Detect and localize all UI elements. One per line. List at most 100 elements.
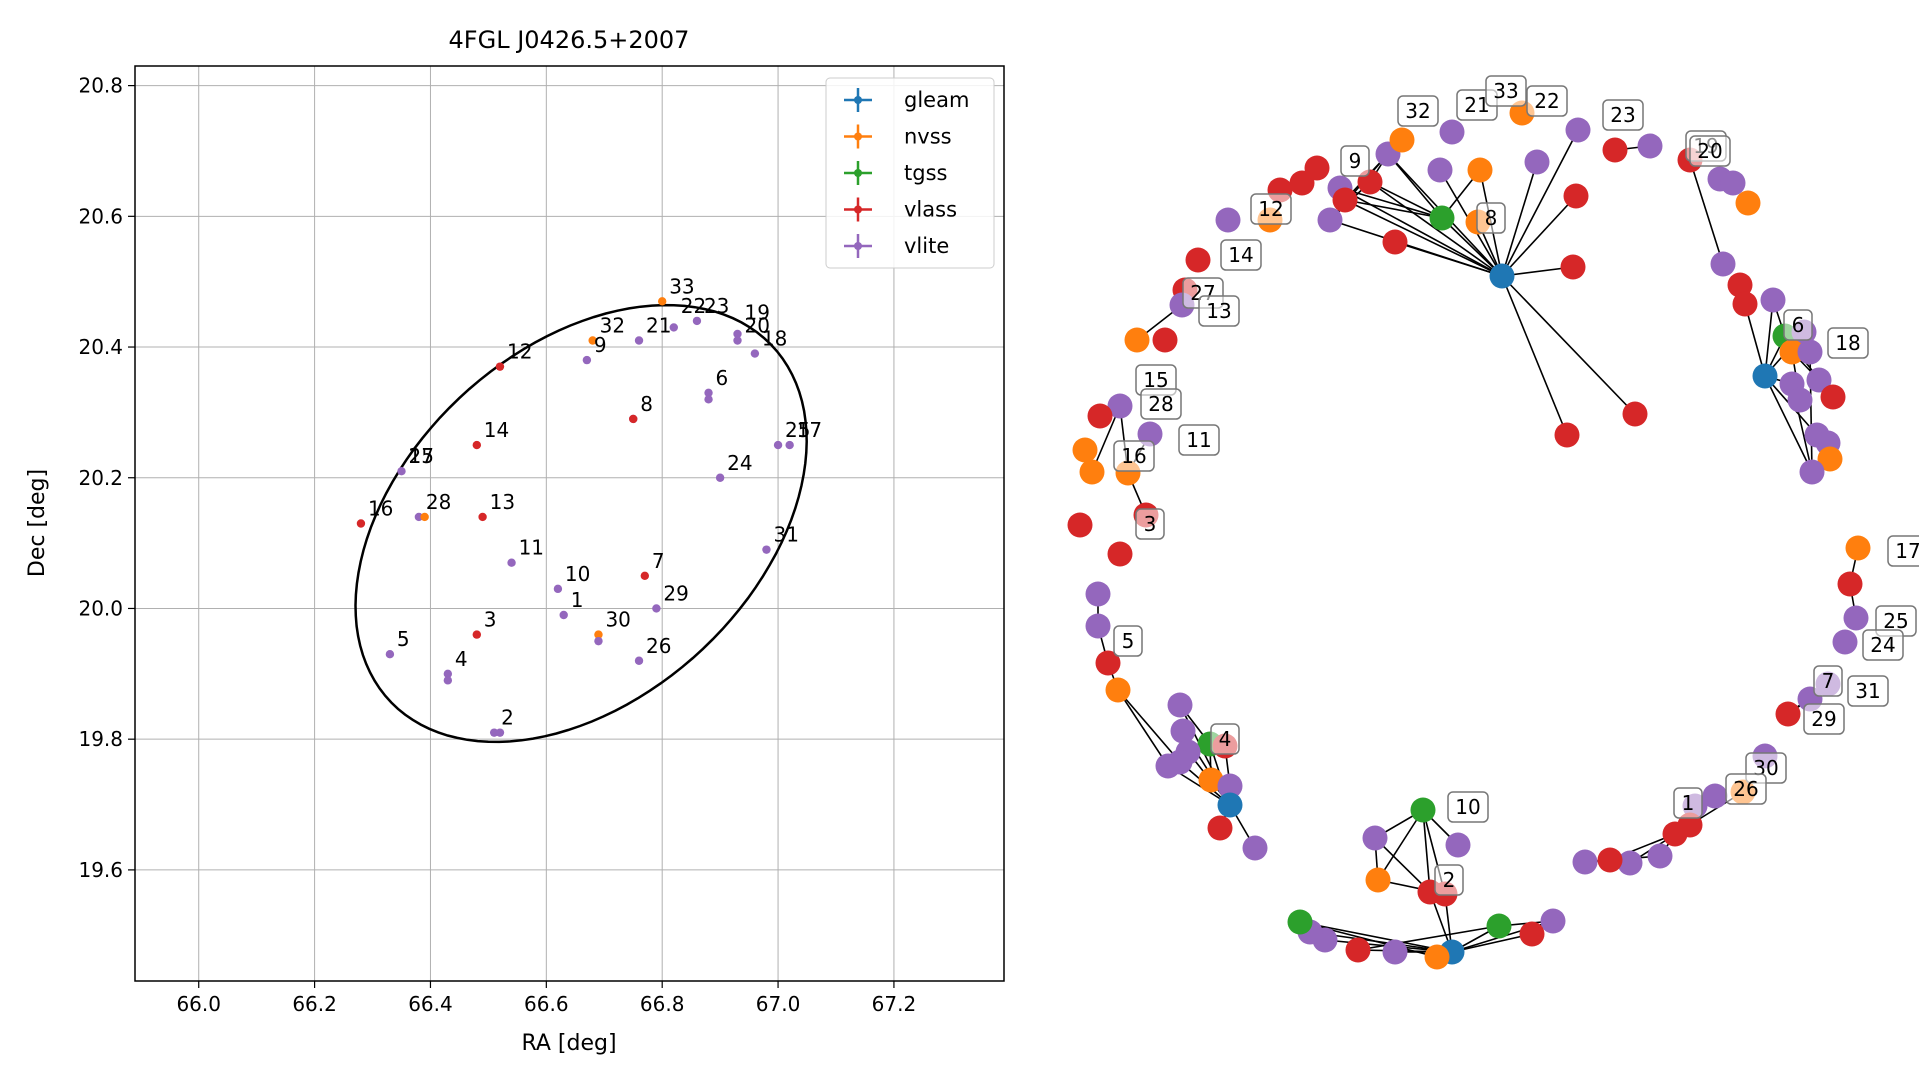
graph-label: 31 [1855, 679, 1880, 703]
graph-node-vlite [1217, 773, 1243, 799]
graph-node-gleam [1489, 263, 1515, 289]
graph-node-vlite [1710, 251, 1736, 277]
graph-node-vlass [1107, 541, 1133, 567]
graph-node-vlass [1087, 403, 1113, 429]
graph-node-nvss [1467, 157, 1493, 183]
graph-label-box [1689, 135, 1731, 167]
graph-node-vlite [1799, 459, 1825, 485]
data-point-vlite [495, 728, 505, 737]
graph-node-nvss [1072, 437, 1098, 463]
data-point-vlite [507, 558, 516, 567]
point-label: 18 [762, 327, 787, 351]
graph-label-box [1113, 625, 1143, 657]
data-point-nvss [420, 512, 429, 522]
y-tick-label: 20.0 [78, 596, 123, 620]
data-point-vlite [489, 728, 499, 737]
point-label: 15 [408, 444, 433, 468]
graph-node-vlite [1427, 157, 1453, 183]
graph-node-vlass [1602, 137, 1628, 163]
legend-box [825, 77, 995, 269]
legend-label-vlass: vlass [904, 198, 957, 222]
point-label: 9 [594, 333, 607, 357]
graph-edge [1764, 375, 1813, 473]
legend-dot-gleam [854, 96, 862, 104]
legend-dot-tgss [854, 169, 862, 177]
graph-node-nvss [1735, 190, 1761, 216]
graph-label-box [1135, 508, 1165, 540]
graph-edge [1501, 275, 1568, 436]
graph-label: 25 [1883, 609, 1908, 633]
point-label: 8 [640, 392, 653, 416]
graph-label-box [1140, 388, 1182, 420]
graph-label-box [1447, 791, 1489, 823]
x-tick-label: 66.8 [640, 992, 685, 1016]
graph-label: 17 [1895, 539, 1919, 563]
graph-label: 32 [1405, 99, 1430, 123]
graph-edge [1501, 195, 1577, 277]
graph-node-tgss [1486, 913, 1512, 939]
graph-node-nvss [1845, 535, 1871, 561]
graph-edge [1501, 161, 1538, 277]
graph-node-vlite [1382, 939, 1408, 965]
graph-edge [1377, 809, 1424, 881]
graph-node-tgss [1410, 797, 1436, 823]
graph-label-box [1827, 327, 1869, 359]
graph-node-nvss [1105, 677, 1131, 703]
graph-edge [1329, 219, 1503, 277]
graph-label: 8 [1485, 206, 1498, 230]
graph-node-vlite [1647, 843, 1673, 869]
data-point-vlite [692, 316, 702, 326]
data-point-vlite [634, 656, 644, 665]
graph-node-vlass [1554, 422, 1580, 448]
point-label: 14 [484, 418, 509, 442]
data-point-vlite [762, 545, 771, 554]
graph-node-vlite [1215, 207, 1241, 233]
point-label: 33 [669, 274, 694, 298]
graph-label-box [1526, 85, 1568, 117]
graph-node-vlass [1837, 571, 1863, 597]
graph-node-nvss [1389, 127, 1415, 153]
graph-edge [1339, 187, 1503, 277]
graph-node-vlite [1720, 170, 1746, 196]
graph-label: 11 [1186, 428, 1211, 452]
point-label: 31 [773, 523, 798, 547]
graph-nodes [1067, 100, 1871, 970]
graph-label: 23 [1610, 103, 1635, 127]
legend-label-gleam: gleam [904, 88, 969, 112]
graph-node-vlite [1085, 613, 1111, 639]
graph-label-box [1887, 535, 1919, 567]
point-label: 12 [507, 340, 532, 364]
graph-node-vlass [1067, 512, 1093, 538]
point-label: 20 [745, 314, 770, 338]
graph-label: 6 [1792, 313, 1805, 337]
ellipse-path [354, 303, 808, 744]
data-point-vlite [553, 584, 563, 594]
point-label: 6 [716, 366, 729, 390]
graph-node-nvss [1079, 459, 1105, 485]
legend: gleam nvss tgss vlass vlite [825, 77, 995, 269]
y-tick-label: 20.2 [78, 466, 123, 490]
graph-node-vlite [1797, 339, 1823, 365]
graph-node-vlass [1382, 229, 1408, 255]
graph-label: 2 [1443, 868, 1456, 892]
graph-label-box [1602, 99, 1644, 131]
graph-label: 3 [1144, 512, 1157, 536]
graph-node-vlite [1760, 287, 1786, 313]
data-point-vlite [750, 349, 760, 358]
point-label: 13 [490, 490, 515, 514]
data-point-vlite [704, 395, 713, 404]
graph-edge [1369, 181, 1503, 277]
graph-node-vlass [1304, 155, 1330, 181]
data-point-vlite [414, 512, 424, 522]
y-axis-ticks: 19.6 19.8 20.0 20.2 20.4 20.6 20.8 [78, 74, 135, 882]
y-tick-label: 20.6 [78, 204, 123, 228]
data-point-vlite [385, 650, 395, 659]
graph-node-vlass [1185, 247, 1211, 273]
point-label: 28 [426, 490, 451, 514]
graph-label-box [1813, 665, 1843, 697]
data-point-nvss [588, 336, 597, 345]
graph-label-box [1803, 703, 1845, 735]
graph-label: 28 [1148, 392, 1173, 416]
graph-node-vlite [1787, 387, 1813, 413]
